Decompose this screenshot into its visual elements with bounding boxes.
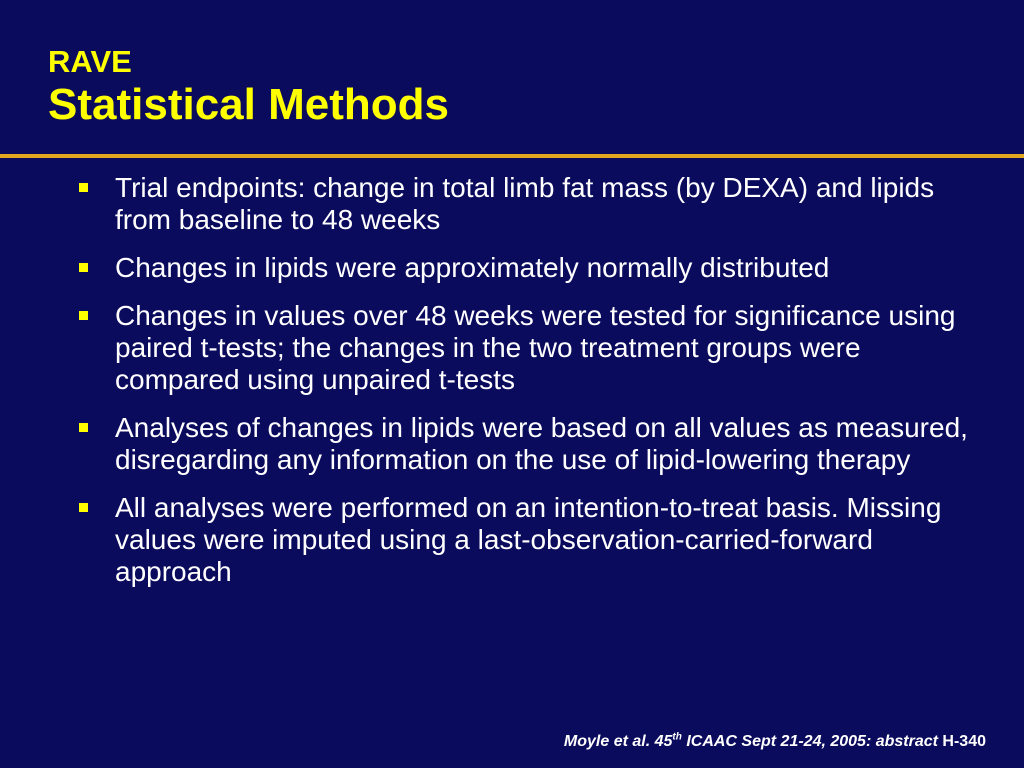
- bullet-item: Trial endpoints: change in total limb fa…: [0, 172, 1024, 236]
- citation: Moyle et al. 45th ICAAC Sept 21-24, 2005…: [564, 732, 986, 752]
- citation-conference: ICAAC Sept 21-24, 2005: abstract: [681, 733, 943, 750]
- citation-superscript: th: [672, 731, 682, 743]
- bullet-text: Analyses of changes in lipids were based…: [115, 412, 968, 475]
- bullet-list: Trial endpoints: change in total limb fa…: [0, 172, 1024, 604]
- title-line-2: Statistical Methods: [48, 80, 449, 129]
- square-bullet-icon: [79, 311, 88, 320]
- square-bullet-icon: [79, 263, 88, 272]
- slide-title: RAVE Statistical Methods: [48, 44, 449, 130]
- title-divider: [0, 154, 1024, 158]
- square-bullet-icon: [79, 183, 88, 192]
- bullet-item: Changes in values over 48 weeks were tes…: [0, 300, 1024, 396]
- bullet-text: Changes in values over 48 weeks were tes…: [115, 300, 956, 395]
- bullet-item: All analyses were performed on an intent…: [0, 492, 1024, 588]
- citation-abstract-id: H-340: [942, 733, 986, 750]
- bullet-text: Changes in lipids were approximately nor…: [115, 252, 830, 283]
- square-bullet-icon: [79, 423, 88, 432]
- bullet-text: All analyses were performed on an intent…: [115, 492, 942, 587]
- square-bullet-icon: [79, 503, 88, 512]
- bullet-item: Changes in lipids were approximately nor…: [0, 252, 1024, 284]
- bullet-text: Trial endpoints: change in total limb fa…: [115, 172, 935, 235]
- bullet-item: Analyses of changes in lipids were based…: [0, 412, 1024, 476]
- citation-authors: Moyle et al. 45: [563, 733, 673, 750]
- title-line-1: RAVE: [48, 44, 132, 79]
